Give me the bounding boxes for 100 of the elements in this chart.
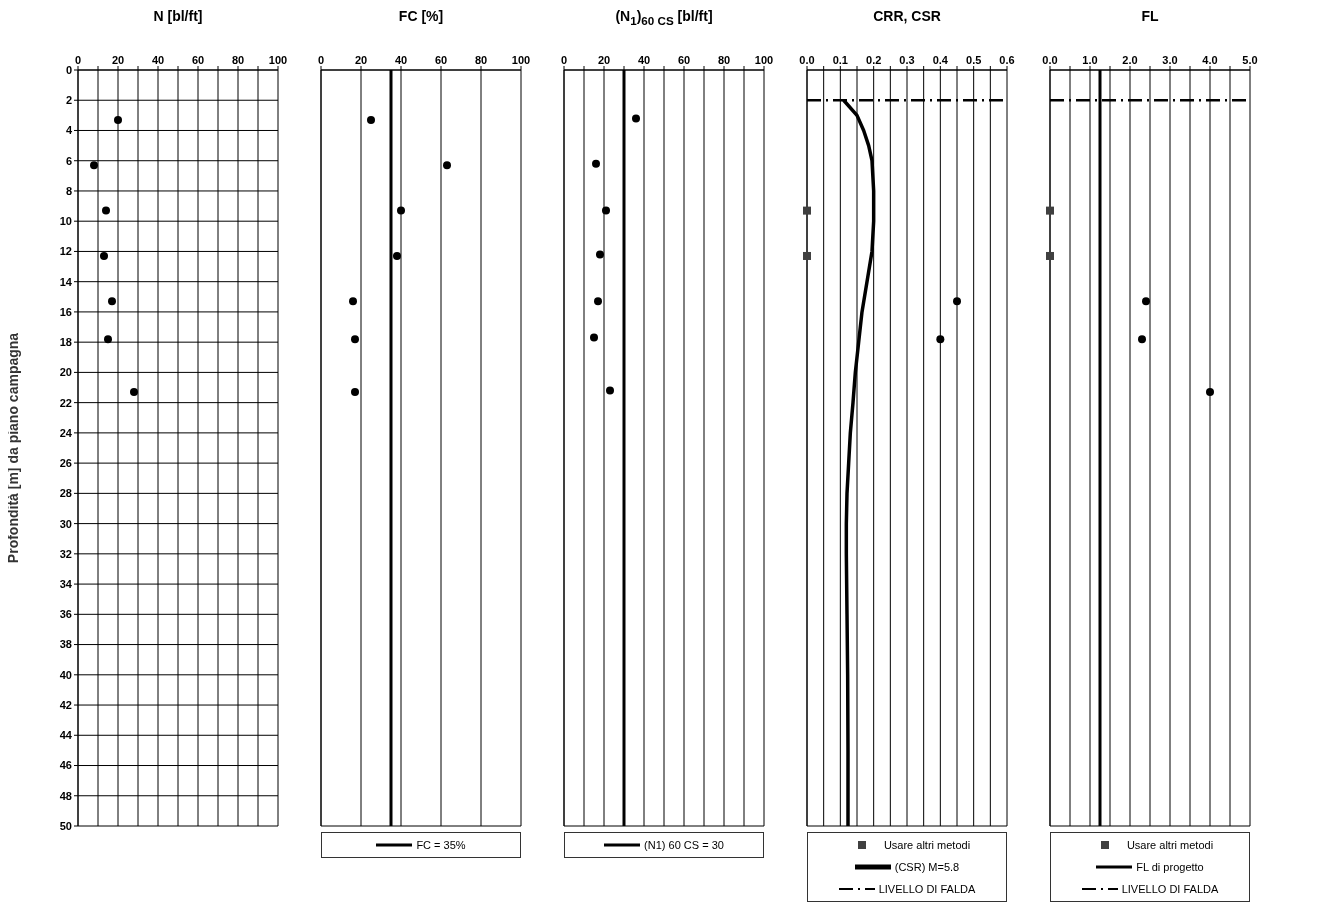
point	[393, 251, 401, 260]
x-tick-label: 60	[434, 54, 448, 66]
point	[104, 335, 112, 344]
y-tick-label: 26	[59, 457, 72, 470]
x-tick-label: 20	[111, 54, 125, 66]
y-tick-label: 30	[59, 517, 72, 530]
x-tick-label: 60	[677, 54, 691, 66]
point	[1138, 335, 1146, 344]
legend-label: Usare altri metodi	[1126, 839, 1214, 851]
point	[803, 251, 811, 260]
point	[102, 206, 110, 215]
y-tick-label: 16	[59, 305, 72, 318]
x-tick-label: 0.2	[866, 54, 882, 66]
x-tick-label: 4.0	[1202, 54, 1218, 66]
point	[349, 297, 357, 306]
x-tick-label: 0.6	[999, 54, 1015, 66]
x-tick-label: 2.0	[1122, 54, 1138, 66]
x-tick-label: 80	[474, 54, 488, 66]
x-tick-label: 1.0	[1082, 54, 1098, 66]
y-tick-label: 22	[59, 396, 72, 409]
legend-label: (N1) 60 CS = 30	[644, 839, 724, 851]
x-tick-label: 100	[268, 54, 288, 66]
point	[590, 333, 598, 342]
y-tick-label: 6	[65, 154, 72, 167]
y-tick-label: 2	[65, 94, 72, 107]
point	[367, 115, 375, 124]
point	[351, 388, 359, 397]
legend-label: FL di progetto	[1136, 861, 1204, 873]
x-tick-label: 0.0	[1042, 54, 1058, 66]
point	[397, 206, 405, 215]
point	[592, 159, 600, 168]
x-tick-label: 0.3	[899, 54, 915, 66]
y-tick-label: 34	[59, 577, 73, 590]
y-tick-label: 42	[59, 698, 72, 711]
y-tick-label: 48	[59, 789, 72, 802]
x-tick-label: 80	[717, 54, 731, 66]
point	[443, 161, 451, 170]
legend-label: FC = 35%	[416, 839, 466, 851]
y-tick-label: 50	[59, 819, 72, 832]
x-tick-label: 40	[151, 54, 165, 66]
y-tick-label: 12	[59, 245, 72, 258]
y-tick-label: 46	[59, 759, 72, 772]
point	[1046, 206, 1054, 215]
y-tick-label: 8	[65, 184, 72, 197]
point	[632, 114, 640, 123]
y-tick-label: 10	[59, 215, 72, 228]
y-tick-label: 40	[59, 668, 72, 681]
point	[351, 335, 359, 344]
legend-label: (CSR) M=5.8	[894, 861, 960, 873]
y-tick-label: 38	[59, 638, 72, 651]
x-tick-label: 0	[560, 54, 568, 66]
chart-title: FL	[1140, 8, 1160, 26]
chart-title: N [bl/ft]	[152, 8, 204, 26]
chart-title: (N$_{1}$)$_{60 CS}$ [bl/ft]	[614, 8, 714, 29]
x-tick-label: 100	[511, 54, 531, 66]
x-tick-label: 0.0	[799, 54, 815, 66]
x-tick-label: 40	[637, 54, 651, 66]
x-tick-label: 20	[597, 54, 611, 66]
chart-title: FC [%]	[397, 8, 445, 26]
x-tick-label: 100	[754, 54, 774, 66]
point	[114, 115, 122, 124]
x-tick-label: 20	[354, 54, 368, 66]
x-tick-label: 0.5	[966, 54, 982, 66]
x-tick-label: 5.0	[1242, 54, 1258, 66]
y-tick-label: 28	[59, 487, 72, 500]
legend-label: LIVELLO DI FALDA	[878, 883, 976, 895]
x-tick-label: 40	[394, 54, 408, 66]
legend-label: LIVELLO DI FALDA	[1121, 883, 1219, 895]
x-tick-label: 60	[191, 54, 205, 66]
point	[606, 386, 614, 395]
chart-title: CRR, CSR	[872, 8, 942, 26]
y-tick-label: 36	[59, 608, 72, 621]
point	[108, 297, 116, 306]
legend-label: Usare altri metodi	[883, 839, 971, 851]
point	[596, 250, 604, 259]
point	[100, 251, 108, 260]
point	[130, 388, 138, 397]
x-tick-label: 0	[317, 54, 325, 66]
x-tick-label: 80	[231, 54, 245, 66]
x-tick-label: 0.1	[832, 54, 848, 66]
x-tick-label: 0.4	[932, 54, 949, 66]
point	[953, 297, 961, 306]
y-tick-label: 20	[59, 366, 72, 379]
x-tick-label: 3.0	[1162, 54, 1178, 66]
y-tick-label: 0	[65, 63, 72, 76]
y-tick-label: 18	[59, 336, 72, 349]
y-tick-label: 44	[59, 729, 73, 742]
point	[1142, 297, 1150, 306]
y-tick-label: 32	[59, 547, 72, 560]
x-tick-label: 0	[74, 54, 82, 66]
point	[1046, 251, 1054, 260]
y-tick-label: 24	[59, 426, 73, 439]
point	[936, 335, 945, 344]
point	[90, 161, 98, 170]
y-tick-label: 14	[59, 275, 73, 288]
y-tick-label: 4	[65, 124, 73, 137]
point	[602, 206, 610, 215]
point	[594, 297, 602, 306]
y-axis-title: Profondità [m] da piano campagna	[4, 332, 21, 564]
point	[803, 206, 811, 215]
